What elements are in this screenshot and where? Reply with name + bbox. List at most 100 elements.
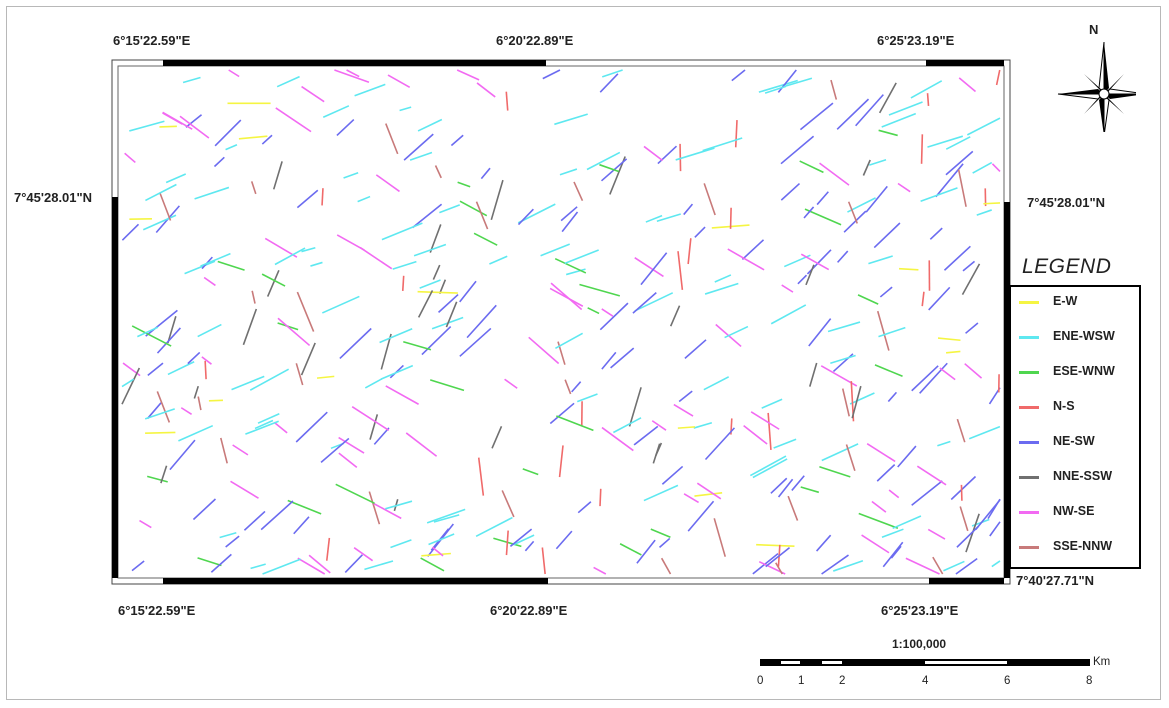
legend-label: ENE-WSW [1053,329,1115,343]
lineament [272,161,283,190]
lineament [338,452,358,469]
lineament [808,318,832,347]
lineament [528,336,560,365]
lineament [770,304,807,325]
scale-tick-6: 6 [1004,675,1011,687]
lineament [385,123,399,155]
lineament [432,264,441,280]
lineament [121,378,135,388]
lineament-lines [121,69,1001,575]
lineament [587,307,600,315]
lineament [434,165,442,179]
lineament [805,264,815,286]
lineament [310,261,323,267]
lineament [466,304,497,339]
lineament [254,419,274,430]
lineament [612,417,642,434]
lineament [417,118,443,132]
lineament [421,552,451,557]
lineament [972,161,993,174]
lineament [819,162,850,186]
lineament [381,222,423,241]
lineament [230,480,259,499]
lineament [308,554,331,574]
lineament [549,287,584,307]
lineament [429,379,465,392]
lineament [961,263,981,295]
lineament [214,119,242,147]
lineament [950,475,977,501]
lineament [920,134,924,164]
lineament [797,274,808,285]
lineament [830,354,856,364]
lineament [445,301,458,328]
lineament [225,144,238,151]
lineament [197,396,202,411]
legend-label: E-W [1053,294,1078,308]
lineament [743,425,768,445]
lineament [145,431,176,434]
lineament [193,385,199,399]
lineament [696,482,722,500]
lineament [459,200,488,217]
lineament [878,129,898,137]
lineament [731,69,746,82]
lineament [273,421,288,434]
lineament [656,213,681,223]
lineament [816,191,829,206]
lineament [159,125,177,128]
lineament [640,252,668,286]
lineament [927,528,946,540]
lineament [677,426,696,429]
lineament [417,290,458,294]
lineament [238,135,268,140]
lineament [380,333,392,370]
lineament [540,243,570,257]
lineament [184,260,216,275]
lineament [473,232,498,246]
lineament [921,291,925,307]
lineament [882,541,904,568]
lineament [146,402,162,420]
lineament [260,500,294,531]
lineament [756,543,795,547]
lineament [456,69,480,81]
legend-swatch [1019,336,1039,339]
lineament [659,537,671,549]
lineament [800,253,830,271]
lineament [957,169,967,207]
lineament [683,203,694,216]
lineament [297,557,326,575]
lineament [413,243,447,257]
legend-swatch [1019,511,1039,514]
scale-ratio: 1:100,000 [892,637,947,651]
lineament [887,391,898,403]
lineament [295,411,328,443]
right-bottom-latitude: 7°40'27.71"N [1016,573,1095,588]
lineament [261,273,286,287]
lineament [876,464,896,482]
bottom-longitude-2: 6°20'22.89"E [490,603,568,618]
lineament [373,427,390,445]
lineament [262,558,301,575]
lineament [385,500,413,510]
lineament [943,560,965,572]
legend-item-n-s: N-S [1011,397,1139,417]
lineament [139,519,152,529]
lineament [966,117,1001,136]
lineament [601,308,614,317]
lineament [873,222,901,249]
lineament [192,498,217,521]
lineament [385,385,419,405]
lineament [160,465,168,484]
lineament [836,250,849,263]
lineament [799,160,824,174]
lineament [634,257,664,278]
lineament [480,167,491,180]
lineament [203,276,216,287]
lineament [955,557,978,575]
lineament [573,181,584,201]
lineament [549,402,575,425]
lineament [888,101,923,116]
